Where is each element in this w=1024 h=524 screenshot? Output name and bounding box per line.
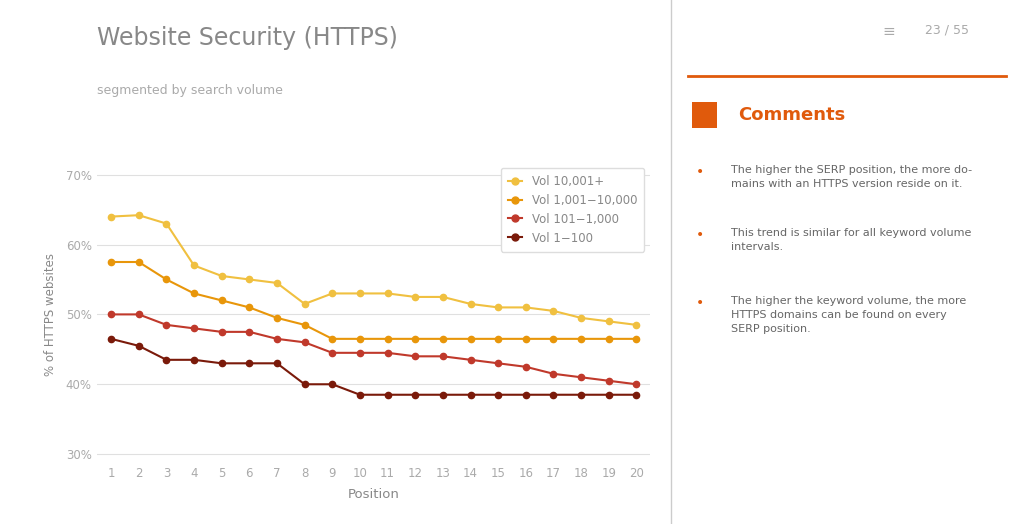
Vol 1−100 <box>382 391 394 398</box>
Vol 10,001+ <box>161 221 173 227</box>
Text: segmented by search volume: segmented by search volume <box>97 84 284 97</box>
Vol 1−100 <box>133 343 145 349</box>
Vol 1−100 <box>631 391 643 398</box>
Vol 1,001−10,000 <box>520 336 532 342</box>
Vol 1−100 <box>410 391 422 398</box>
Line: Vol 1,001−10,000: Vol 1,001−10,000 <box>108 259 640 342</box>
Vol 10,001+ <box>216 273 228 279</box>
Vol 101−1,000 <box>244 329 256 335</box>
Vol 10,001+ <box>602 318 614 324</box>
Line: Vol 10,001+: Vol 10,001+ <box>108 212 640 328</box>
Vol 101−1,000 <box>382 350 394 356</box>
Vol 1,001−10,000 <box>631 336 643 342</box>
Vol 10,001+ <box>382 290 394 297</box>
Vol 1−100 <box>437 391 450 398</box>
Vol 1,001−10,000 <box>270 315 283 321</box>
Vol 10,001+ <box>354 290 367 297</box>
Vol 1,001−10,000 <box>354 336 367 342</box>
Line: Vol 1−100: Vol 1−100 <box>108 336 640 398</box>
Vol 10,001+ <box>133 212 145 219</box>
Vol 10,001+ <box>465 301 477 307</box>
Vol 10,001+ <box>244 276 256 282</box>
Text: Comments: Comments <box>738 106 845 124</box>
Vol 1,001−10,000 <box>602 336 614 342</box>
Text: The higher the SERP position, the more do-
mains with an HTTPS version reside on: The higher the SERP position, the more d… <box>731 165 972 189</box>
Vol 101−1,000 <box>575 374 588 380</box>
Vol 1−100 <box>493 391 505 398</box>
Vol 10,001+ <box>326 290 338 297</box>
X-axis label: Position: Position <box>348 488 399 501</box>
Text: This trend is similar for all keyword volume
intervals.: This trend is similar for all keyword vo… <box>731 228 971 252</box>
Vol 1−100 <box>548 391 560 398</box>
Vol 1−100 <box>244 360 256 366</box>
Line: Vol 101−1,000: Vol 101−1,000 <box>108 311 640 387</box>
Vol 1,001−10,000 <box>493 336 505 342</box>
Vol 1−100 <box>216 360 228 366</box>
Vol 101−1,000 <box>410 353 422 359</box>
Vol 1−100 <box>105 336 118 342</box>
Vol 1,001−10,000 <box>216 297 228 303</box>
Vol 1−100 <box>270 360 283 366</box>
Legend: Vol 10,001+, Vol 1,001−10,000, Vol 101−1,000, Vol 1−100: Vol 10,001+, Vol 1,001−10,000, Vol 101−1… <box>501 168 644 252</box>
Text: The higher the keyword volume, the more
HTTPS domains can be found on every
SERP: The higher the keyword volume, the more … <box>731 296 966 334</box>
Vol 10,001+ <box>437 294 450 300</box>
Vol 1,001−10,000 <box>105 259 118 265</box>
Vol 1,001−10,000 <box>548 336 560 342</box>
Vol 1,001−10,000 <box>410 336 422 342</box>
Vol 1,001−10,000 <box>382 336 394 342</box>
Vol 101−1,000 <box>270 336 283 342</box>
Vol 1,001−10,000 <box>299 322 311 328</box>
Vol 101−1,000 <box>493 360 505 366</box>
Vol 1,001−10,000 <box>133 259 145 265</box>
Vol 10,001+ <box>575 315 588 321</box>
Vol 101−1,000 <box>188 325 201 332</box>
Text: 23 / 55: 23 / 55 <box>925 24 969 37</box>
Vol 101−1,000 <box>631 381 643 387</box>
Vol 1,001−10,000 <box>244 304 256 311</box>
Vol 101−1,000 <box>437 353 450 359</box>
Vol 1,001−10,000 <box>437 336 450 342</box>
Y-axis label: % of HTTPS websites: % of HTTPS websites <box>44 253 57 376</box>
Text: •: • <box>695 228 703 242</box>
Vol 10,001+ <box>410 294 422 300</box>
Vol 1,001−10,000 <box>188 290 201 297</box>
Vol 101−1,000 <box>354 350 367 356</box>
Vol 10,001+ <box>270 280 283 286</box>
Vol 101−1,000 <box>465 357 477 363</box>
Vol 1−100 <box>465 391 477 398</box>
Text: ≡: ≡ <box>883 24 895 39</box>
Vol 101−1,000 <box>299 339 311 345</box>
Vol 1−100 <box>575 391 588 398</box>
Vol 1,001−10,000 <box>575 336 588 342</box>
Vol 101−1,000 <box>105 311 118 318</box>
Vol 10,001+ <box>548 308 560 314</box>
Vol 101−1,000 <box>520 364 532 370</box>
Vol 10,001+ <box>299 301 311 307</box>
Vol 101−1,000 <box>602 378 614 384</box>
Vol 1−100 <box>354 391 367 398</box>
Vol 10,001+ <box>105 213 118 220</box>
FancyBboxPatch shape <box>692 102 717 128</box>
Vol 101−1,000 <box>326 350 338 356</box>
Vol 10,001+ <box>493 304 505 311</box>
Vol 10,001+ <box>631 322 643 328</box>
Vol 1,001−10,000 <box>161 276 173 282</box>
Vol 1−100 <box>161 357 173 363</box>
Text: •: • <box>695 165 703 179</box>
Vol 10,001+ <box>188 263 201 269</box>
Vol 1−100 <box>188 357 201 363</box>
Vol 1−100 <box>520 391 532 398</box>
Vol 101−1,000 <box>548 370 560 377</box>
Vol 101−1,000 <box>133 311 145 318</box>
Vol 1−100 <box>326 381 338 387</box>
Vol 101−1,000 <box>216 329 228 335</box>
Text: •: • <box>695 296 703 310</box>
Vol 10,001+ <box>520 304 532 311</box>
Vol 1−100 <box>299 381 311 387</box>
Vol 1,001−10,000 <box>326 336 338 342</box>
Vol 1−100 <box>602 391 614 398</box>
Vol 101−1,000 <box>161 322 173 328</box>
Text: Website Security (HTTPS): Website Security (HTTPS) <box>97 26 398 50</box>
Vol 1,001−10,000 <box>465 336 477 342</box>
